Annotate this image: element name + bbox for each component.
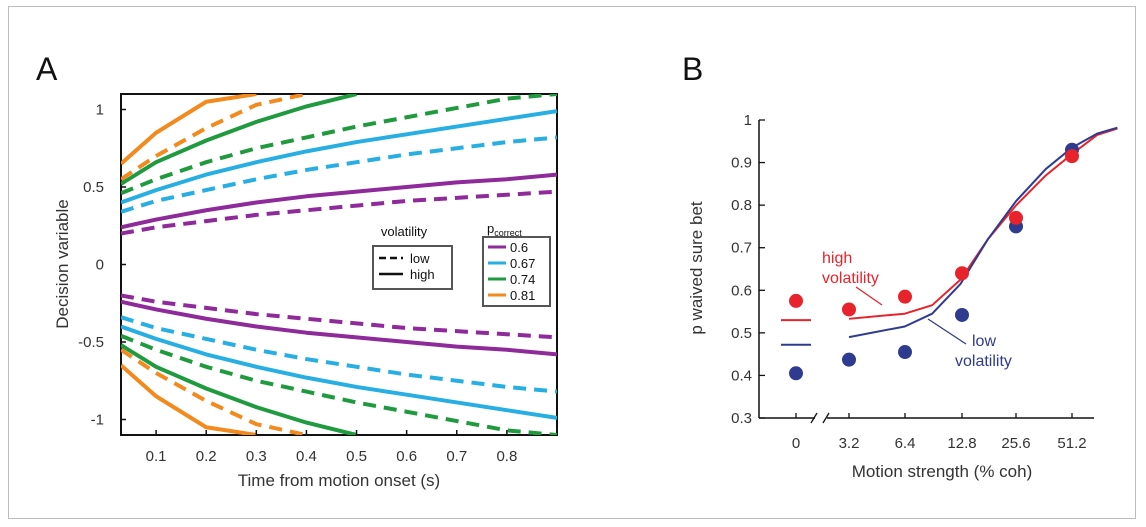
legend-volatility-title: volatility: [381, 224, 428, 239]
point-high-volatility: [789, 293, 803, 308]
dv-line-0.81-low-lower: [121, 348, 307, 435]
a-xtick-label: 0.1: [146, 448, 167, 465]
a-ytick-label: 0.5: [83, 179, 104, 196]
b-axis-break-2: [822, 412, 830, 424]
a-ytick-label: 0: [96, 257, 104, 274]
point-low-volatility: [842, 352, 856, 367]
dv-line-0.74-low-lower: [121, 333, 557, 435]
annotation-high-volatility-pointer: [855, 286, 883, 306]
b-ytick-label: 0.8: [731, 197, 752, 214]
dv-line-0.81-high-upper: [121, 94, 257, 166]
annotation-low-volatility-line1: low: [972, 333, 996, 350]
b-xtick-label: 12.8: [947, 435, 976, 452]
legend-volatility-box: [372, 245, 453, 290]
panel-a-y-axis-title: Decision variable: [53, 199, 72, 328]
b-xtick-label: 51.2: [1057, 435, 1086, 452]
b-xtick-label: 6.4: [895, 435, 916, 452]
a-xtick-label: 0.8: [496, 448, 517, 465]
dv-line-0.6-high-lower: [121, 299, 557, 357]
a-xtick-label: 0.2: [196, 448, 217, 465]
annotation-low-volatility-line2: volatility: [955, 353, 1012, 370]
point-high-volatility: [842, 302, 856, 317]
legend-pcorrect-label: 0.6: [510, 240, 528, 255]
legend-low-label: low: [410, 251, 430, 266]
b-xtick-label: 0: [792, 435, 800, 452]
a-ytick-label: 1: [96, 102, 104, 119]
dv-line-0.74-low-upper: [121, 94, 557, 196]
annotation-low-volatility-pointer: [927, 318, 967, 345]
a-xtick-label: 0.7: [446, 448, 467, 465]
point-low-volatility: [789, 366, 803, 381]
legend-pcorrect-label: 0.81: [510, 288, 535, 303]
annotation-high-volatility-line2: volatility: [822, 270, 879, 287]
b-xtick-label: 25.6: [1001, 435, 1030, 452]
figure-frame: [8, 6, 1136, 519]
point-low-volatility: [955, 307, 969, 322]
annotation-high-volatility-line1: high: [822, 250, 852, 267]
a-xtick-label: 0.5: [346, 448, 367, 465]
panel-a-ticks: 0.1 0.2 0.3 0.4 0.5 0.6 0.7 0.8 1 0.5 0 -0.5 -1: [78, 102, 517, 466]
panel-label-b: B: [682, 51, 703, 87]
b-ytick-label: 0.3: [731, 410, 752, 427]
b-axis-break-1: [810, 412, 818, 424]
legend-pcorrect-title: pcorrect: [487, 221, 522, 238]
legend-pcorrect-label: 0.74: [510, 272, 535, 287]
a-xtick-label: 0.4: [296, 448, 317, 465]
legend-high-label: high: [410, 267, 435, 282]
panel-b-points: [789, 142, 1079, 381]
point-high-volatility: [1065, 149, 1079, 164]
panel-label-a: A: [36, 51, 58, 87]
point-high-volatility: [955, 266, 969, 281]
dv-line-0.67-high-lower: [121, 324, 557, 420]
panel-a-lines: [121, 94, 557, 435]
dv-line-0.81-low-upper: [121, 94, 307, 181]
a-xtick-label: 0.6: [396, 448, 417, 465]
panel-b-y-axis-title: p waived sure bet: [687, 201, 706, 335]
point-high-volatility: [1009, 210, 1023, 225]
legend-pcorrect-title-sub: correct: [494, 228, 522, 238]
b-ytick-label: 0.9: [731, 155, 752, 172]
panel-a: 0.1 0.2 0.3 0.4 0.5 0.6 0.7 0.810.50-0.5-1 Time…: [53, 93, 558, 490]
dv-line-0.81-high-lower: [121, 363, 257, 435]
legend-pcorrect: pcorrect 0.60.670.740.81: [482, 221, 551, 307]
panel-b-axes: 1 0.9 0.8 0.7 0.6 0.5 0.4 0.3 0 3.2 6.4 12.8 25.6 51.…: [731, 112, 1094, 452]
a-ytick-label: -1: [91, 412, 104, 429]
dv-line-0.67-low-upper: [121, 135, 557, 214]
point-high-volatility: [898, 289, 912, 304]
b-ytick-label: 0.7: [731, 240, 752, 257]
panel-b-fit-lines: [781, 126, 1118, 346]
b-ytick-label: 0.5: [731, 325, 752, 342]
dv-line-0.6-low-lower: [121, 293, 557, 340]
fit-curve-high-volatility: [848, 127, 1118, 320]
b-ytick-label: 1: [744, 112, 752, 129]
b-ytick-label: 0.4: [731, 367, 752, 384]
legend-pcorrect-title-main: p: [487, 221, 494, 236]
dv-line-0.74-high-lower: [121, 343, 358, 435]
fit-curve-low-volatility: [848, 126, 1118, 339]
a-xtick-label: 0.3: [246, 448, 267, 465]
point-low-volatility: [898, 345, 912, 360]
legend-pcorrect-label: 0.67: [510, 256, 535, 271]
legend-pcorrect-items: 0.60.670.740.81: [488, 240, 535, 303]
dv-line-0.74-high-upper: [121, 94, 358, 186]
panel-b-x-axis-title: Motion strength (% coh): [852, 462, 1032, 481]
panel-a-x-axis-title: Time from motion onset (s): [238, 471, 440, 490]
a-ytick-label: -0.5: [78, 334, 104, 351]
panel-b: 1 0.9 0.8 0.7 0.6 0.5 0.4 0.3 0 3.2 6.4 12.8 25.6 51.…: [687, 112, 1118, 481]
b-ytick-label: 0.6: [731, 282, 752, 299]
dv-line-0.67-high-upper: [121, 109, 557, 205]
dv-line-0.6-low-upper: [121, 189, 557, 236]
dv-line-0.67-low-lower: [121, 315, 557, 394]
b-xtick-label: 3.2: [839, 435, 860, 452]
dv-line-0.6-high-upper: [121, 172, 557, 230]
legend-volatility: volatility low high: [372, 224, 453, 290]
